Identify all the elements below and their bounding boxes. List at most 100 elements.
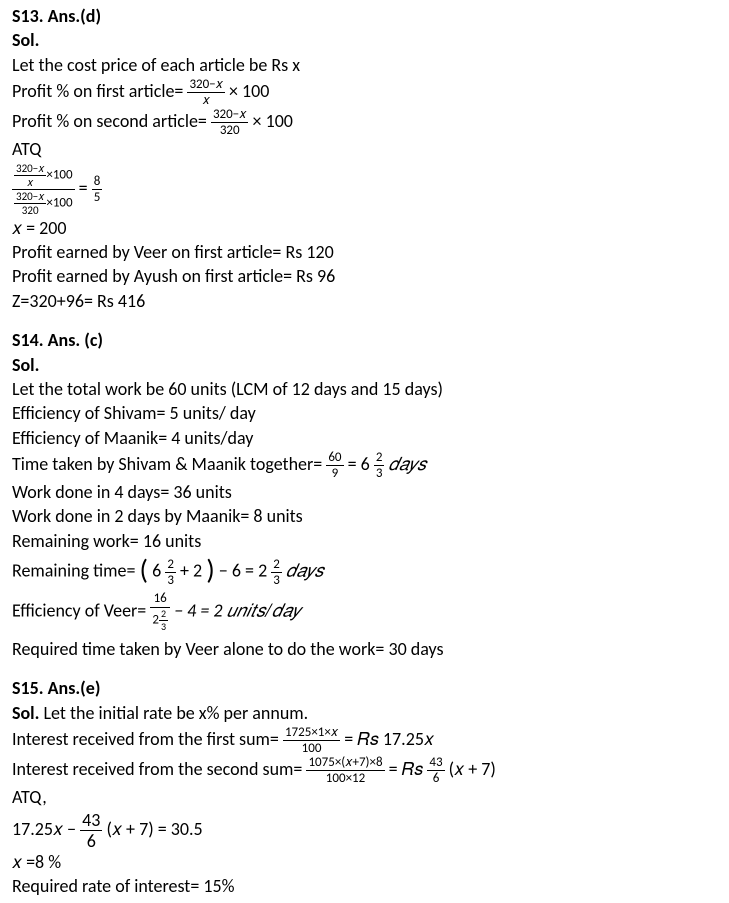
nested-frac: 320−𝑥 𝑥 [14, 163, 46, 188]
s14-l5: Work done in 4 days= 36 units [12, 481, 717, 504]
frac: 1075×(𝑥+7)×8 100×12 [306, 756, 384, 785]
s13-l5: 320−𝑥 𝑥 ×100 320−𝑥 320 ×100 = 8 5 [12, 163, 717, 216]
frac: 2 3 [165, 558, 176, 587]
s15-l2: Interest received from the first sum= 17… [12, 726, 717, 755]
s14-sol-label: Sol. [12, 354, 717, 377]
mul100: ×100 [46, 195, 72, 210]
frac-den: 2 2 3 [150, 608, 170, 632]
frac-num: 1075×(𝑥+7)×8 [306, 756, 384, 771]
frac-den: 100×12 [306, 771, 384, 785]
s14-l8-b: + 2 [180, 560, 202, 582]
s13-l3-frac: 320−𝑥 320 [211, 108, 248, 137]
frac-num: 1725×1×𝑥 [283, 726, 340, 741]
frac-den: 3 [271, 573, 282, 587]
s13-l7: Profit earned by Veer on first article= … [12, 241, 717, 264]
frac: 2 3 [271, 558, 282, 587]
s14-l10: Required time taken by Veer alone to do … [12, 638, 717, 661]
frac-den: 5 [92, 190, 103, 204]
frac-den: 320 [14, 204, 46, 216]
s15-l3-post: (𝑥 + 7) [449, 758, 496, 780]
s14-l9: Efficiency of Veer= 16 2 2 3 − 4 = 2 𝑢𝑛𝑖… [12, 592, 717, 632]
s13-l2: Profit % on first article= 320−𝑥 𝑥 × 100 [12, 78, 717, 107]
s15-l6: 𝑥 =8 % [12, 851, 717, 874]
frac-num: 320−𝑥 𝑥 ×100 [12, 163, 75, 190]
s14-l2: Efficiency of Shivam= 5 units/ day [12, 402, 717, 425]
s13-heading: S13. Ans.(d) [12, 5, 717, 28]
s14-l9-post: − 4 = 2 𝑢𝑛𝑖𝑡𝑠/𝑑𝑎𝑦 [174, 599, 300, 621]
s15-l3-mid: = 𝑅𝑠 [389, 758, 428, 780]
frac-den: 3 [374, 466, 385, 480]
s14-l4-post: 𝑑𝑎𝑦𝑠 [389, 453, 426, 475]
nested-frac: 2 3 [159, 609, 168, 632]
s15-l4: ATQ, [12, 786, 717, 809]
s13-l3-post: × 100 [253, 110, 293, 132]
s15-l5-pre: 17.25𝑥 − [12, 817, 80, 839]
den-a: 2 [152, 613, 159, 628]
frac-num: 60 [326, 451, 343, 466]
frac: 16 2 2 3 [150, 592, 170, 632]
s15-l2-post: = 𝑅𝑠 17.25𝑥 [344, 728, 434, 750]
frac-den: 6 [427, 771, 444, 785]
s15-l3-pre: Interest received from the second sum= [12, 758, 302, 780]
s14-l8-post: 𝑑𝑎𝑦𝑠 [286, 560, 323, 582]
s13-l5-left: 320−𝑥 𝑥 ×100 320−𝑥 320 ×100 [12, 163, 75, 216]
s14-l4-mid: = 6 [348, 453, 370, 475]
s14-l8-c: − 6 = 2 [219, 560, 267, 582]
s15-heading: S15. Ans.(e) [12, 677, 717, 700]
s14-l8-a: 6 [152, 560, 161, 582]
frac-num: 43 [80, 811, 102, 831]
s15-l3: Interest received from the second sum= 1… [12, 756, 717, 785]
frac-num: 2 [165, 558, 176, 573]
s14-l4-pre: Time taken by Shivam & Maanik together= [12, 453, 326, 475]
s15-l1-line: Sol. Let the initial rate be x% per annu… [12, 702, 717, 725]
frac-den: 𝑥 [187, 93, 224, 107]
mul100: ×100 [46, 167, 72, 182]
frac: 1725×1×𝑥 100 [283, 726, 340, 755]
s13-l3: Profit % on second article= 320−𝑥 320 × … [12, 108, 717, 137]
s14-l3: Efficiency of Maanik= 4 units/day [12, 427, 717, 450]
s14-heading: S14. Ans. (c) [12, 329, 717, 352]
s14-l4: Time taken by Shivam & Maanik together= … [12, 451, 717, 480]
frac: 60 9 [326, 451, 343, 480]
s14-l7: Remaining work= 16 units [12, 530, 717, 553]
s13-sol-label: Sol. [12, 29, 717, 52]
frac-num: 320−𝑥 [187, 78, 224, 93]
frac-den: 320 [211, 123, 248, 137]
frac-num: 8 [92, 175, 103, 190]
frac: 43 6 [427, 756, 444, 785]
s13-l3-pre: Profit % on second article= [12, 110, 207, 132]
paren-left: ( [140, 552, 149, 587]
s14-l6: Work done in 2 days by Maanik= 8 units [12, 505, 717, 528]
s15-l7: Required rate of interest= 15% [12, 875, 717, 898]
s13-l2-post: × 100 [229, 80, 269, 102]
frac-den: 3 [165, 573, 176, 587]
s13-l5-right: 8 5 [92, 175, 103, 204]
s14-l1: Let the total work be 60 units (LCM of 1… [12, 378, 717, 401]
s13-l8: Profit earned by Ayush on first article=… [12, 265, 717, 288]
frac-den: 100 [283, 741, 340, 755]
frac-den: 𝑥 [14, 176, 46, 188]
frac-num: 320−𝑥 [211, 108, 248, 123]
s13-l9: Z=320+96= Rs 416 [12, 290, 717, 313]
frac-num: 43 [427, 756, 444, 771]
s15-l1: Let the initial rate be x% per annum. [43, 702, 308, 724]
s13-l6: 𝑥 = 200 [12, 217, 717, 240]
s14-l9-pre: Efficiency of Veer= [12, 599, 146, 621]
frac-num: 320−𝑥 [14, 163, 46, 176]
s13-l4: ATQ [12, 138, 717, 161]
frac-den: 320−𝑥 320 ×100 [12, 190, 75, 216]
frac-num: 2 [374, 451, 385, 466]
s15-sol-label: Sol. [12, 702, 43, 724]
s13-l1: Let the cost price of each article be Rs… [12, 54, 717, 77]
s13-l2-frac: 320−𝑥 𝑥 [187, 78, 224, 107]
s15-l2-pre: Interest received from the first sum= [12, 728, 279, 750]
frac-den: 3 [159, 621, 168, 632]
paren-right: ) [206, 552, 215, 587]
frac-den: 6 [80, 831, 102, 850]
s14-l8-pre: Remaining time= [12, 560, 140, 582]
frac-num: 16 [150, 592, 170, 608]
eq: = [79, 176, 92, 198]
s15-l5-post: (𝑥 + 7) = 30.5 [107, 817, 203, 839]
frac-num: 320−𝑥 [14, 191, 46, 204]
frac: 2 3 [374, 451, 385, 480]
